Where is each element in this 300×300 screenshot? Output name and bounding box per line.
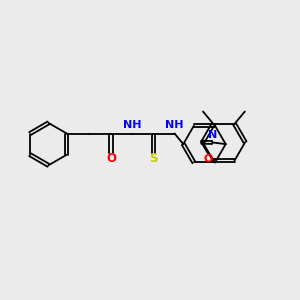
Text: N: N [208,130,217,140]
Text: S: S [149,152,158,165]
Text: NH: NH [165,120,184,130]
Text: O: O [204,154,213,164]
Text: NH: NH [123,120,141,130]
Text: O: O [106,152,116,165]
